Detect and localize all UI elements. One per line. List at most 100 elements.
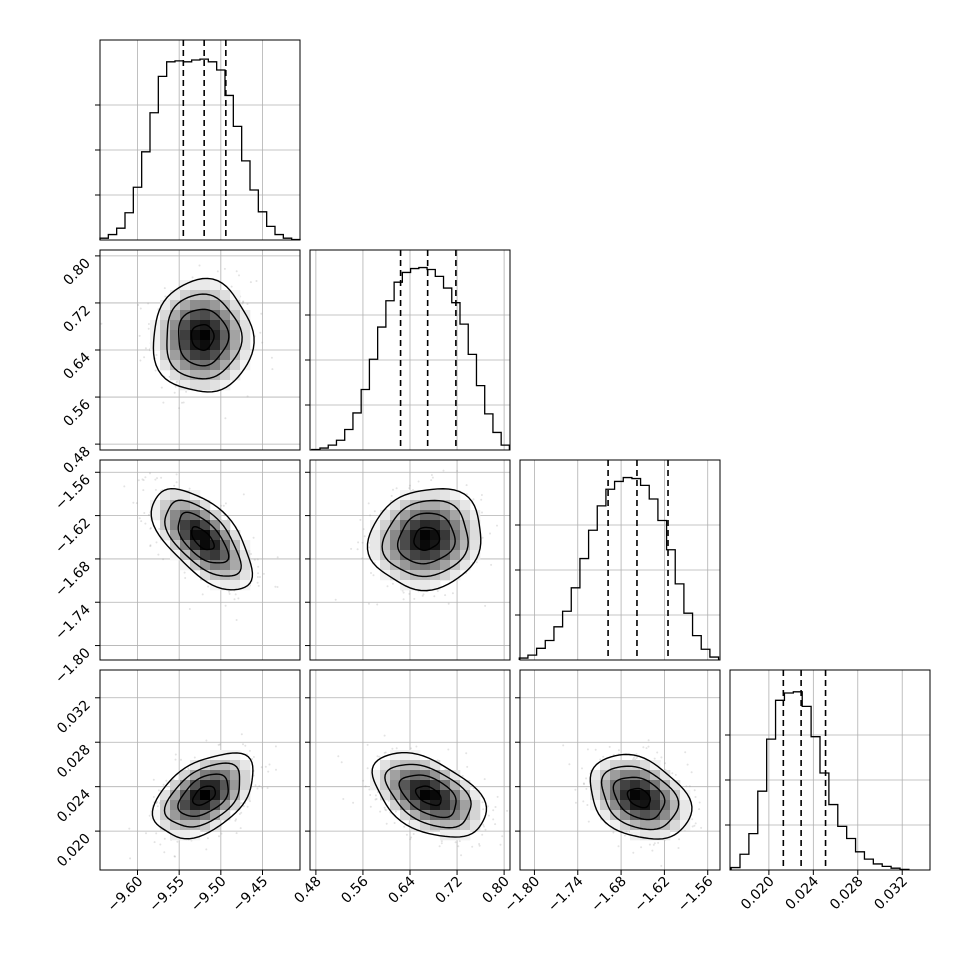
density-cell bbox=[600, 780, 611, 791]
scatter-point bbox=[260, 766, 263, 769]
density-cell bbox=[400, 550, 411, 561]
density-cell bbox=[180, 530, 191, 541]
scatter-point bbox=[352, 801, 355, 804]
density-cell bbox=[190, 360, 201, 371]
density-cell bbox=[220, 570, 231, 581]
density-cell bbox=[180, 360, 191, 371]
scatter-point bbox=[693, 824, 696, 827]
scatter-point bbox=[585, 777, 588, 780]
density-contour bbox=[600, 765, 680, 831]
scatter-point bbox=[688, 785, 691, 788]
scatter-point bbox=[154, 488, 157, 491]
scatter-point bbox=[657, 841, 660, 844]
scatter-panel-1-0 bbox=[95, 249, 301, 451]
scatter-point bbox=[562, 744, 565, 747]
scatter-point bbox=[240, 733, 243, 736]
scatter-point bbox=[617, 845, 620, 848]
density-cell bbox=[430, 510, 441, 521]
scatter-point bbox=[391, 747, 394, 750]
density-cell bbox=[460, 780, 471, 791]
scatter-point bbox=[256, 787, 259, 790]
density-cell bbox=[370, 770, 381, 781]
scatter-point bbox=[482, 823, 485, 826]
scatter-point bbox=[187, 767, 190, 770]
scatter-point bbox=[465, 752, 468, 755]
panel-content bbox=[100, 670, 300, 870]
density-cell bbox=[230, 790, 241, 801]
density-cell bbox=[450, 780, 461, 791]
density-cell bbox=[200, 790, 211, 801]
scatter-point bbox=[168, 298, 171, 301]
scatter-point bbox=[129, 857, 132, 860]
density-cell bbox=[200, 800, 211, 811]
scatter-point bbox=[242, 301, 245, 304]
panel-frame bbox=[309, 459, 511, 661]
x-tick-label: −1.56 bbox=[675, 873, 717, 915]
scatter-point bbox=[391, 582, 394, 585]
y-tick-label: 0.64 bbox=[60, 349, 93, 382]
scatter-point bbox=[582, 782, 585, 785]
density-cell bbox=[370, 550, 381, 561]
density-cell bbox=[160, 320, 171, 331]
density-cell bbox=[180, 540, 191, 551]
density-cell bbox=[210, 350, 221, 361]
density-cell bbox=[370, 520, 381, 531]
panel-content bbox=[100, 460, 300, 660]
scatter-point bbox=[368, 546, 371, 549]
density-cell bbox=[190, 820, 201, 831]
scatter-point bbox=[244, 744, 247, 747]
scatter-point bbox=[207, 585, 210, 588]
scatter-point bbox=[422, 593, 425, 596]
panel-content bbox=[310, 670, 510, 870]
scatter-point bbox=[249, 800, 251, 803]
histogram-step-line bbox=[311, 266, 511, 451]
density-cell bbox=[230, 530, 241, 541]
density-cell bbox=[240, 340, 251, 351]
scatter-point bbox=[647, 745, 650, 748]
density-cell bbox=[230, 550, 241, 561]
density-cell bbox=[180, 300, 191, 311]
scatter-point bbox=[376, 755, 379, 758]
y-tick-label: −1.56 bbox=[52, 472, 94, 514]
scatter-point bbox=[496, 524, 498, 527]
scatter-point bbox=[623, 834, 626, 837]
density-cell bbox=[210, 510, 221, 521]
density-cell bbox=[240, 570, 251, 581]
density-contour bbox=[612, 776, 666, 821]
density-contour bbox=[626, 787, 652, 809]
density-cell bbox=[610, 760, 621, 771]
density-cell bbox=[620, 770, 631, 781]
density-cell bbox=[470, 540, 481, 551]
density-cell bbox=[430, 760, 441, 771]
density-cell bbox=[410, 750, 421, 761]
density-contour bbox=[366, 488, 482, 592]
density-cell bbox=[200, 820, 211, 831]
scatter-point bbox=[237, 597, 240, 600]
scatter-point bbox=[259, 331, 262, 334]
scatter-point bbox=[586, 748, 589, 751]
density-cell bbox=[160, 360, 171, 371]
scatter-point bbox=[494, 806, 497, 808]
scatter-point bbox=[632, 851, 635, 854]
density-cell bbox=[210, 280, 221, 291]
scatter-panel-2-1 bbox=[305, 459, 511, 661]
density-cell bbox=[420, 530, 431, 541]
scatter-point bbox=[408, 487, 411, 490]
density-cell bbox=[670, 780, 681, 791]
scatter-point bbox=[205, 848, 208, 851]
density-cell bbox=[440, 490, 451, 501]
scatter-point bbox=[156, 805, 159, 808]
scatter-point bbox=[483, 825, 485, 828]
density-cell bbox=[460, 800, 471, 811]
scatter-point bbox=[594, 748, 597, 751]
scatter-point bbox=[430, 474, 433, 476]
density-cell bbox=[200, 780, 211, 791]
hist-panel-1 bbox=[305, 249, 511, 451]
density-cell bbox=[200, 290, 211, 301]
density-cell bbox=[210, 550, 221, 561]
density-cell bbox=[220, 580, 231, 591]
density-contour bbox=[414, 785, 442, 807]
scatter-point bbox=[261, 786, 264, 789]
scatter-point bbox=[431, 476, 434, 479]
density-cell bbox=[240, 540, 251, 551]
